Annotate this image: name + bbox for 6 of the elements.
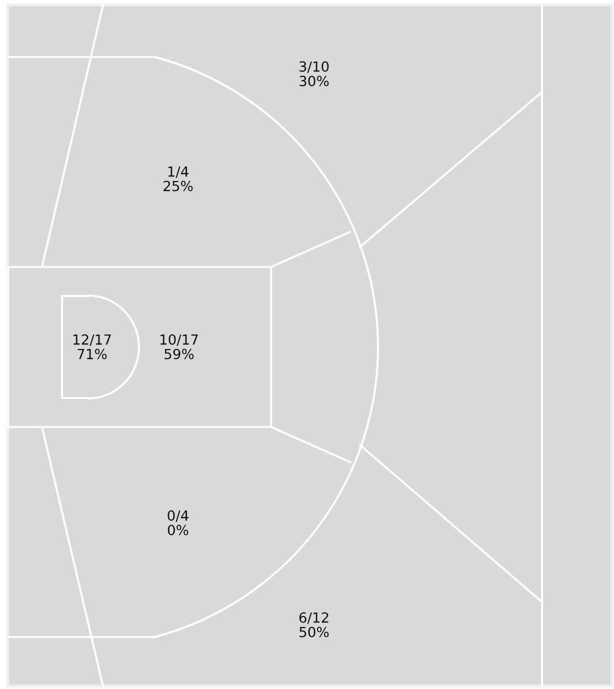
data-label: 1/4 25%: [164, 166, 193, 192]
data-label: 10/17 59%: [160, 334, 198, 360]
data-label: 0/4 0%: [168, 510, 188, 536]
data-label: 12/17 71%: [74, 334, 111, 360]
data-label: 6/12 50%: [299, 612, 329, 638]
data-label: 3/10 30%: [299, 61, 329, 86]
